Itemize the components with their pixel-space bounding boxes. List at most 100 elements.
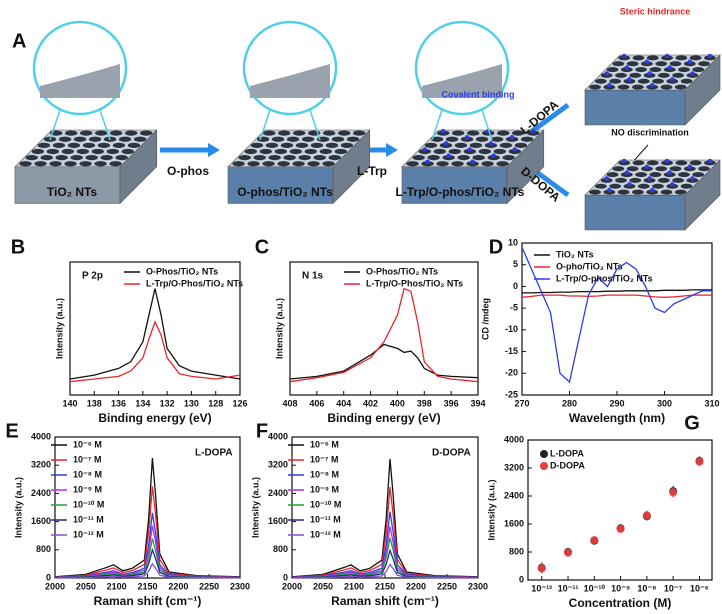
- molecule: [650, 82, 655, 88]
- tube: [304, 148, 317, 155]
- x-axis-label: Raman shift (cm⁻¹): [331, 594, 439, 608]
- tube: [669, 166, 682, 172]
- tube: [481, 161, 494, 167]
- molecule: [667, 65, 672, 70]
- tube: [595, 183, 607, 189]
- tube: [652, 78, 664, 84]
- x-tick-label: 10⁻⁶: [690, 583, 709, 593]
- tube: [698, 166, 710, 172]
- tube: [457, 154, 470, 161]
- tube: [609, 78, 622, 84]
- block-front: [584, 194, 686, 231]
- y-tick-label: 1600: [504, 518, 524, 528]
- y-tick-label: -25: [505, 389, 518, 399]
- tube: [649, 67, 662, 73]
- spectrum-line: [291, 487, 479, 578]
- tube: [448, 148, 461, 155]
- tube: [353, 130, 366, 136]
- molecule: [425, 159, 430, 164]
- tube: [655, 61, 668, 67]
- tube: [262, 161, 275, 167]
- tube: [121, 148, 134, 155]
- annotation: N 1s: [302, 271, 324, 282]
- tube: [338, 130, 351, 136]
- molecule: [670, 182, 675, 187]
- y-tick-label: 5: [513, 259, 518, 269]
- arrow-head: [208, 143, 220, 157]
- molecule: [607, 82, 612, 88]
- x-tick-label: 2050: [313, 581, 333, 591]
- tube: [346, 136, 360, 142]
- y-tick-label: 3200: [504, 462, 524, 472]
- y-axis-label: Intensity (a.u.): [13, 477, 23, 538]
- tube: [626, 166, 639, 172]
- tube: [502, 154, 515, 161]
- legend-label: O-Phos/TiO₂ NTs: [366, 266, 438, 276]
- spectrum-line: [54, 525, 241, 579]
- tube: [271, 136, 285, 142]
- tube: [589, 189, 601, 195]
- tube: [293, 130, 306, 136]
- legend-label: L-Trp/O-Phos/TiO₂ NTs: [366, 278, 463, 288]
- x-tick-label: 406: [309, 398, 324, 408]
- tube: [472, 154, 485, 161]
- x-tick-label: 400: [390, 398, 405, 408]
- point: [590, 536, 599, 545]
- y-tick-label: 4000: [31, 431, 51, 441]
- plot-frame: [289, 261, 479, 396]
- tube: [295, 142, 309, 148]
- tube: [698, 61, 710, 67]
- y-tick-label: 2400: [31, 488, 51, 498]
- panel-letter: C: [255, 236, 269, 258]
- tube: [25, 154, 38, 161]
- tube: [467, 130, 480, 136]
- panel-letter: B: [11, 236, 25, 258]
- tube: [67, 142, 81, 148]
- tube: [55, 154, 68, 161]
- legend-label: 10⁻¹² M: [310, 529, 341, 539]
- tube: [669, 61, 682, 67]
- y-tick-label: 4000: [268, 431, 288, 441]
- tube: [94, 161, 107, 167]
- magnifier-stem: [259, 109, 321, 141]
- x-axis-label: Concentration (M): [569, 596, 672, 610]
- tube: [589, 84, 601, 90]
- molecule: [470, 159, 475, 164]
- molecule: [512, 147, 518, 152]
- tube: [520, 136, 534, 142]
- schematic: [14, 20, 721, 231]
- tube: [680, 78, 693, 84]
- molecule: [647, 176, 652, 181]
- x-tick-label: 10⁻¹¹: [558, 583, 579, 593]
- x-tick-label: 2150: [375, 581, 395, 591]
- y-axis-label: Intensity (a.u.): [486, 479, 496, 540]
- legend-label: O-pho/TiO₂ NTs: [556, 261, 623, 271]
- y-tick-label: 0: [513, 281, 518, 291]
- x-tick-label: 270: [514, 398, 529, 408]
- tube: [433, 148, 446, 155]
- legend-label: L-DOPA: [550, 448, 584, 458]
- x-tick-label: 2050: [76, 581, 96, 591]
- tube: [672, 72, 685, 78]
- x-tick-label: 136: [111, 398, 126, 408]
- x-tick-label: 290: [609, 398, 624, 408]
- tube: [85, 154, 98, 161]
- tube: [125, 130, 138, 136]
- tube: [490, 136, 504, 142]
- tube: [289, 148, 302, 155]
- y-tick-label: 3200: [31, 460, 51, 470]
- y-tick-label: 1600: [31, 516, 51, 526]
- molecule: [667, 170, 672, 175]
- tube: [615, 177, 627, 183]
- magnifier-stem: [49, 109, 111, 141]
- label: O-phos/TiO₂ NTs: [237, 185, 333, 199]
- tube: [247, 161, 260, 167]
- legend-label: L-Trp/O-phos/TiO₂ NTs: [556, 273, 653, 283]
- legend-label: 10⁻⁸ M: [73, 469, 102, 479]
- tube: [606, 67, 619, 73]
- molecule: [464, 134, 470, 140]
- tube: [674, 84, 687, 90]
- molecule: [707, 53, 713, 59]
- y-tick-label: 4000: [504, 434, 524, 444]
- tube: [95, 130, 108, 136]
